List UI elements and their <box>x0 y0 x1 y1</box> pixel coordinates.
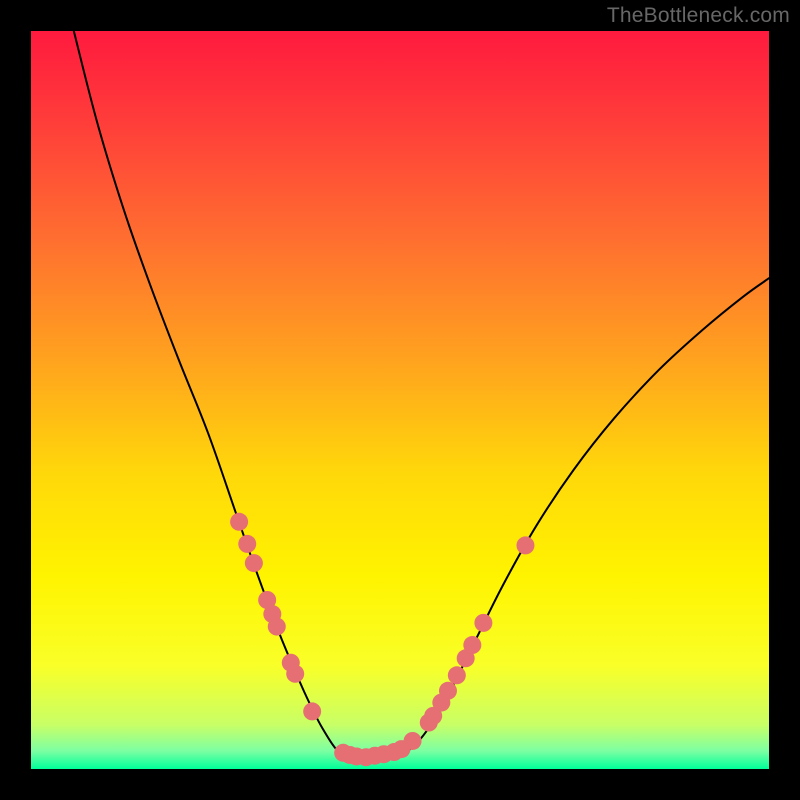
data-point <box>404 732 422 750</box>
data-point <box>474 614 492 632</box>
chart-svg <box>31 31 769 769</box>
gradient-background <box>31 31 769 769</box>
watermark-text: TheBottleneck.com <box>607 4 790 28</box>
data-point <box>286 665 304 683</box>
data-point <box>463 636 481 654</box>
data-point <box>448 666 466 684</box>
data-point <box>516 536 534 554</box>
data-point <box>245 554 263 572</box>
data-point <box>238 535 256 553</box>
chart-frame: TheBottleneck.com <box>0 0 800 800</box>
data-point <box>303 702 321 720</box>
data-point <box>230 513 248 531</box>
plot-area <box>31 31 769 769</box>
data-point <box>268 618 286 636</box>
data-point <box>439 682 457 700</box>
